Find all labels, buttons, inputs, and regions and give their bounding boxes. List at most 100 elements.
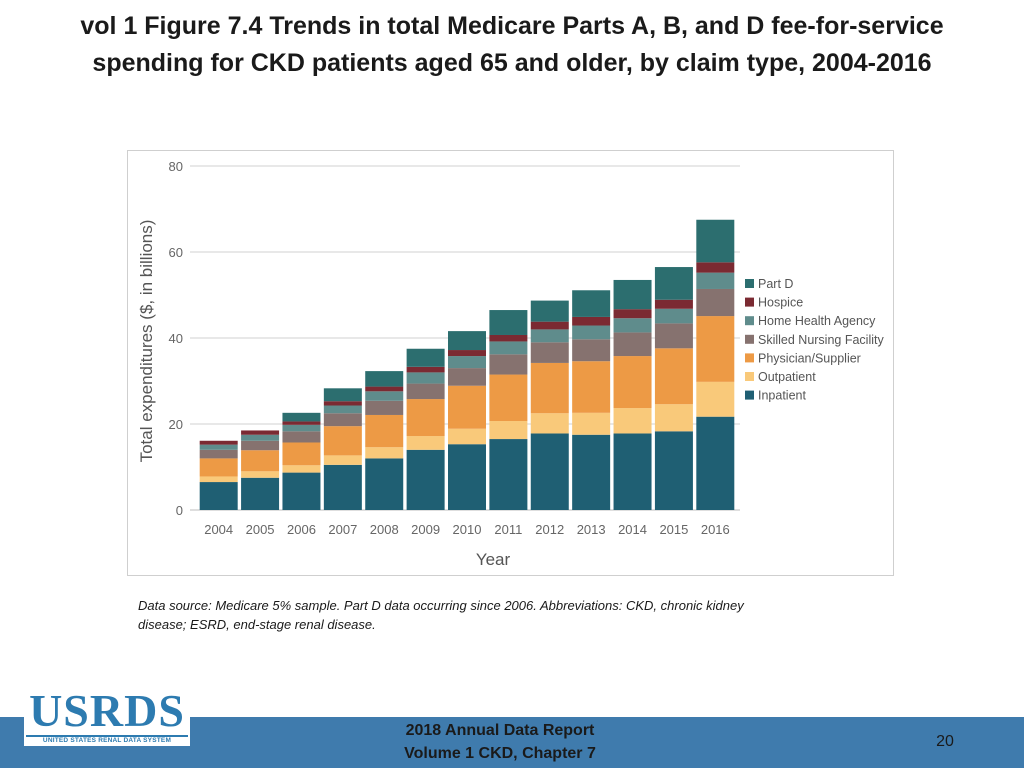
bar-segment-outpatient-2009 <box>406 436 445 450</box>
y-axis-label: Total expenditures ($, in billions) <box>137 220 156 463</box>
bar-segment-skilled-nursing-facility-2006 <box>282 431 321 443</box>
page-number: 20 <box>936 733 954 750</box>
footnote-line-1: Data source: Medicare 5% sample. Part D … <box>138 598 744 613</box>
legend-swatch <box>745 334 754 344</box>
bar-segment-skilled-nursing-facility-2012 <box>530 342 569 363</box>
legend-swatch <box>745 316 754 326</box>
bar-segment-physician-supplier-2005 <box>241 450 280 472</box>
bar-segment-outpatient-2007 <box>323 455 362 465</box>
y-tick-label: 0 <box>176 503 183 518</box>
bar-segment-hospice-2010 <box>448 350 486 357</box>
bar-segment-skilled-nursing-facility-2013 <box>572 339 611 362</box>
legend-label: Home Health Agency <box>758 314 876 328</box>
bar-segment-hospice-2009 <box>406 366 445 373</box>
bar-segment-home-health-agency-2015 <box>654 308 693 324</box>
bar-segment-part-d-2009 <box>406 348 445 367</box>
y-tick-label: 60 <box>169 245 183 260</box>
bar-segment-hospice-2004 <box>199 440 238 445</box>
x-tick-label: 2008 <box>370 522 399 537</box>
report-volume: Volume 1 CKD, Chapter 7 <box>404 745 596 762</box>
bar-segment-hospice-2006 <box>282 421 321 425</box>
legend-label: Outpatient <box>758 370 816 384</box>
bar-segment-skilled-nursing-facility-2014 <box>613 332 652 357</box>
bar-segment-outpatient-2004 <box>199 476 238 483</box>
bar-segment-part-d-2012 <box>530 300 569 322</box>
bar-segment-home-health-agency-2013 <box>572 325 611 340</box>
bar-segment-physician-supplier-2016 <box>696 316 735 382</box>
bar-segment-home-health-agency-2006 <box>282 424 321 432</box>
bar-segment-inpatient-2010 <box>448 444 486 510</box>
bar-segment-inpatient-2013 <box>572 434 611 510</box>
footnote-line-2: disease; ESRD, end-stage renal disease. <box>138 617 376 632</box>
bar-segment-part-d-2008 <box>365 371 404 387</box>
bar-segment-physician-supplier-2014 <box>613 356 652 409</box>
stacked-bar-chart: 0 20 40 60 80 Total expenditures ($, in billi… <box>137 159 884 569</box>
x-tick-label: 2013 <box>577 522 606 537</box>
bar-segment-inpatient-2014 <box>613 433 652 510</box>
x-tick-label: 2007 <box>328 522 357 537</box>
legend-swatch <box>745 353 754 363</box>
bar-segment-skilled-nursing-facility-2016 <box>696 288 735 317</box>
bar-segment-inpatient-2005 <box>241 477 280 510</box>
logo-rule <box>26 735 188 737</box>
bar-segment-inpatient-2006 <box>282 472 321 510</box>
bar-segment-inpatient-2008 <box>365 458 404 510</box>
bar-segment-hospice-2007 <box>323 401 362 406</box>
bar-segment-home-health-agency-2007 <box>323 405 362 414</box>
x-tick-label: 2006 <box>287 522 316 537</box>
bar-segment-skilled-nursing-facility-2011 <box>489 354 528 375</box>
bar-segment-skilled-nursing-facility-2005 <box>241 440 280 451</box>
bar-segment-hospice-2015 <box>654 299 693 309</box>
bar-segment-inpatient-2007 <box>323 464 362 510</box>
bar-segment-physician-supplier-2010 <box>448 385 486 429</box>
bar-segment-physician-supplier-2007 <box>323 426 362 456</box>
bar-segment-skilled-nursing-facility-2007 <box>323 413 362 427</box>
bar-segment-outpatient-2016 <box>696 381 735 417</box>
x-tick-label: 2010 <box>453 522 482 537</box>
footnote: Data source: Medicare 5% sample. Part D … <box>138 596 868 634</box>
bar-segment-skilled-nursing-facility-2008 <box>365 400 404 415</box>
slide-title: vol 1 Figure 7.4 Trends in total Medicar… <box>0 8 1024 82</box>
bar-segment-physician-supplier-2013 <box>572 361 611 413</box>
logo-wordmark: USRDS <box>29 685 185 736</box>
bar-segment-home-health-agency-2016 <box>696 272 735 289</box>
legend-label: Physician/Supplier <box>758 351 861 365</box>
bar-segment-outpatient-2015 <box>654 404 693 432</box>
bar-segment-home-health-agency-2004 <box>199 444 238 450</box>
x-tick-label: 2014 <box>618 522 647 537</box>
bar-segment-part-d-2013 <box>572 290 611 317</box>
bar-segment-skilled-nursing-facility-2009 <box>406 383 445 400</box>
bar-segment-home-health-agency-2012 <box>530 329 569 343</box>
slide-title-line-1: vol 1 Figure 7.4 Trends in total Medicar… <box>80 12 944 40</box>
bar-segment-outpatient-2006 <box>282 465 321 473</box>
bar-segment-outpatient-2011 <box>489 420 528 440</box>
slide-title-line-2: spending for CKD patients aged 65 and ol… <box>92 49 932 77</box>
y-tick-label: 80 <box>169 159 183 174</box>
bar-segment-skilled-nursing-facility-2015 <box>654 323 693 349</box>
bar-segment-physician-supplier-2012 <box>530 362 569 414</box>
bar-segment-home-health-agency-2005 <box>241 434 280 441</box>
x-tick-label: 2012 <box>535 522 564 537</box>
legend-swatch <box>745 390 754 400</box>
bar-segment-hospice-2008 <box>365 386 404 392</box>
bar-segment-hospice-2016 <box>696 262 735 273</box>
bar-segment-outpatient-2010 <box>448 428 486 445</box>
bar-segment-part-d-2010 <box>448 331 486 351</box>
legend-swatch <box>745 297 754 307</box>
bar-segment-home-health-agency-2014 <box>613 318 652 333</box>
x-tick-label: 2015 <box>659 522 688 537</box>
bar-segment-physician-supplier-2011 <box>489 374 528 421</box>
bar-segment-part-d-2015 <box>654 267 693 300</box>
y-tick-label: 20 <box>169 417 183 432</box>
bar-segment-part-d-2011 <box>489 310 528 335</box>
legend-label: Inpatient <box>758 389 806 403</box>
bar-segment-home-health-agency-2010 <box>448 356 486 369</box>
x-tick-label: 2009 <box>411 522 440 537</box>
bar-segment-skilled-nursing-facility-2010 <box>448 368 486 386</box>
bar-segment-home-health-agency-2011 <box>489 341 528 355</box>
report-title: 2018 Annual Data Report <box>405 722 595 739</box>
bar-segment-part-d-2016 <box>696 219 735 263</box>
bar-segment-hospice-2014 <box>613 309 652 319</box>
bar-segment-inpatient-2016 <box>696 416 735 510</box>
bar-segment-inpatient-2012 <box>530 433 569 510</box>
